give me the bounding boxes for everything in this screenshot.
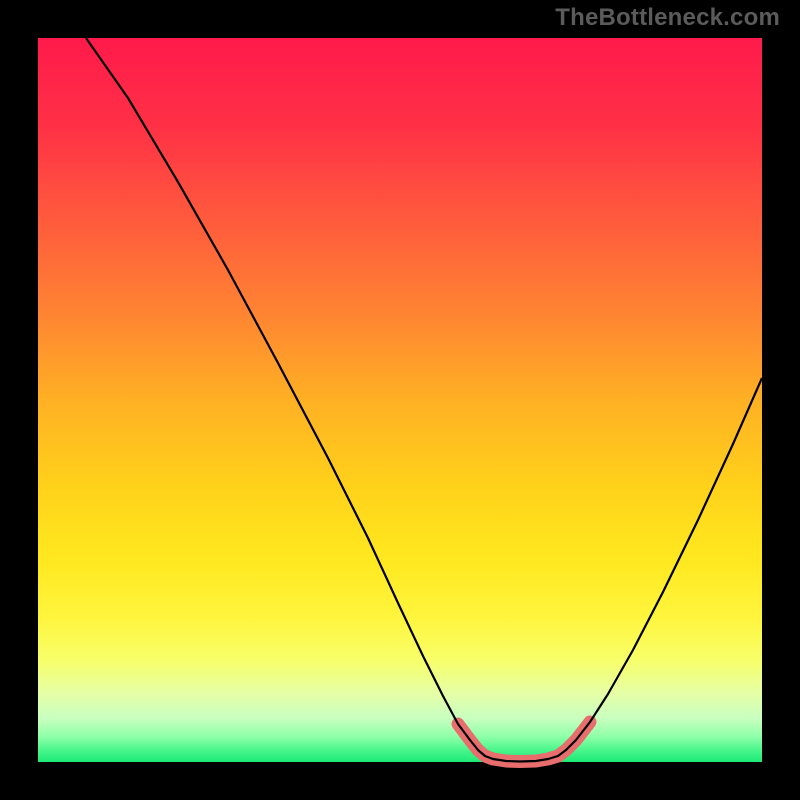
watermark-text: TheBottleneck.com xyxy=(555,4,780,32)
plot-background xyxy=(38,38,762,762)
chart-frame: TheBottleneck.com xyxy=(0,0,800,800)
chart-svg xyxy=(0,0,800,800)
